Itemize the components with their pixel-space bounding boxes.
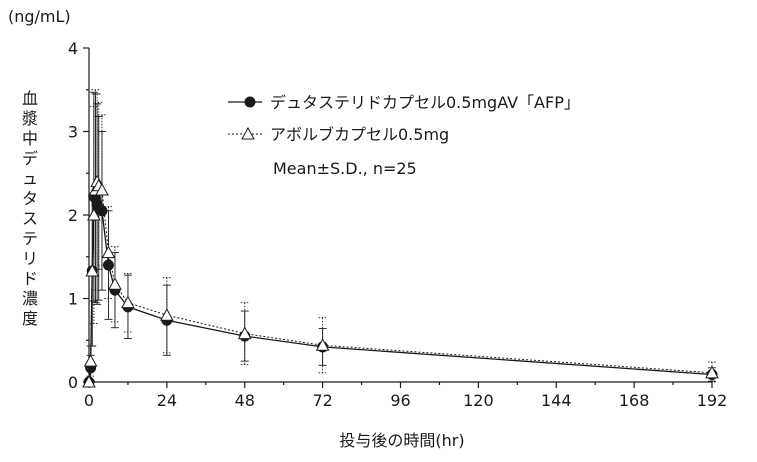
data-point-series-2 (121, 295, 135, 309)
axes-group: 0 1 2 3 4 0 24 48 72 96 120 144 168 192 (68, 39, 727, 410)
y-tick-label: 4 (68, 39, 78, 58)
data-point-series-2 (101, 245, 116, 259)
series-line-2 (88, 179, 713, 383)
x-tick-label: 144 (541, 391, 572, 410)
data-point-series-2 (83, 354, 98, 367)
y-axis-title-char: デ (22, 149, 38, 168)
y-axis-title-char: 度 (22, 309, 38, 328)
x-tick-label: 48 (235, 391, 255, 410)
legend: デュタステリドカプセル0.5mgAV「AFP」 アボルブカプセル0.5mg Me… (228, 93, 580, 178)
y-axis-title-char: 濃 (22, 289, 38, 308)
data-point-series-1 (102, 259, 114, 271)
y-axis-title-char: タ (22, 189, 38, 208)
y-axis-title-char: ュ (22, 169, 38, 188)
data-point-series-2 (87, 207, 101, 221)
data-point-series-2 (82, 374, 96, 388)
x-tick-label: 168 (619, 391, 650, 410)
data-point-series-2 (108, 277, 122, 290)
data-point-series-2 (705, 365, 719, 379)
y-axis-unit: (ng/mL) (8, 7, 71, 26)
data-point-series-2 (315, 338, 330, 351)
y-axis-title-char: 中 (22, 129, 38, 148)
x-tick-label: 24 (157, 391, 177, 410)
y-axis-title-char: リ (22, 249, 38, 268)
y-axis-title-char: ド (22, 269, 38, 288)
data-point-series-1 (96, 205, 108, 217)
y-tick-label: 3 (68, 123, 78, 142)
series-lines-group (88, 179, 713, 383)
data-point-series-2 (85, 263, 100, 277)
legend-note: Mean±S.D., n=25 (273, 159, 417, 178)
x-tick-label: 192 (697, 391, 728, 410)
y-axis-title-char: 血 (22, 89, 38, 108)
data-point-series-2 (237, 326, 252, 340)
legend-marker-series-1 (244, 96, 256, 108)
legend-marker-series-2 (241, 126, 255, 140)
y-tick-label: 2 (68, 206, 78, 225)
legend-label-series-2: アボルブカプセル0.5mg (270, 125, 449, 144)
y-axis-title-char: 漿 (22, 109, 38, 128)
x-tick-label: 0 (84, 391, 94, 410)
data-point-series-2 (95, 182, 109, 196)
x-tick-label: 96 (390, 391, 410, 410)
markers-group (82, 174, 719, 388)
legend-label-series-1: デュタステリドカプセル0.5mgAV「AFP」 (270, 93, 580, 112)
series-line-1 (88, 194, 713, 383)
y-axis-title-char: テ (22, 229, 38, 248)
x-tick-label: 120 (463, 391, 494, 410)
data-point-series-2 (160, 308, 174, 321)
y-tick-label: 1 (68, 290, 78, 309)
x-tick-label: 72 (312, 391, 332, 410)
y-axis-title-char: ス (22, 209, 38, 228)
x-axis-title: 投与後の時間(hr) (339, 431, 464, 450)
y-tick-label: 0 (68, 373, 78, 392)
